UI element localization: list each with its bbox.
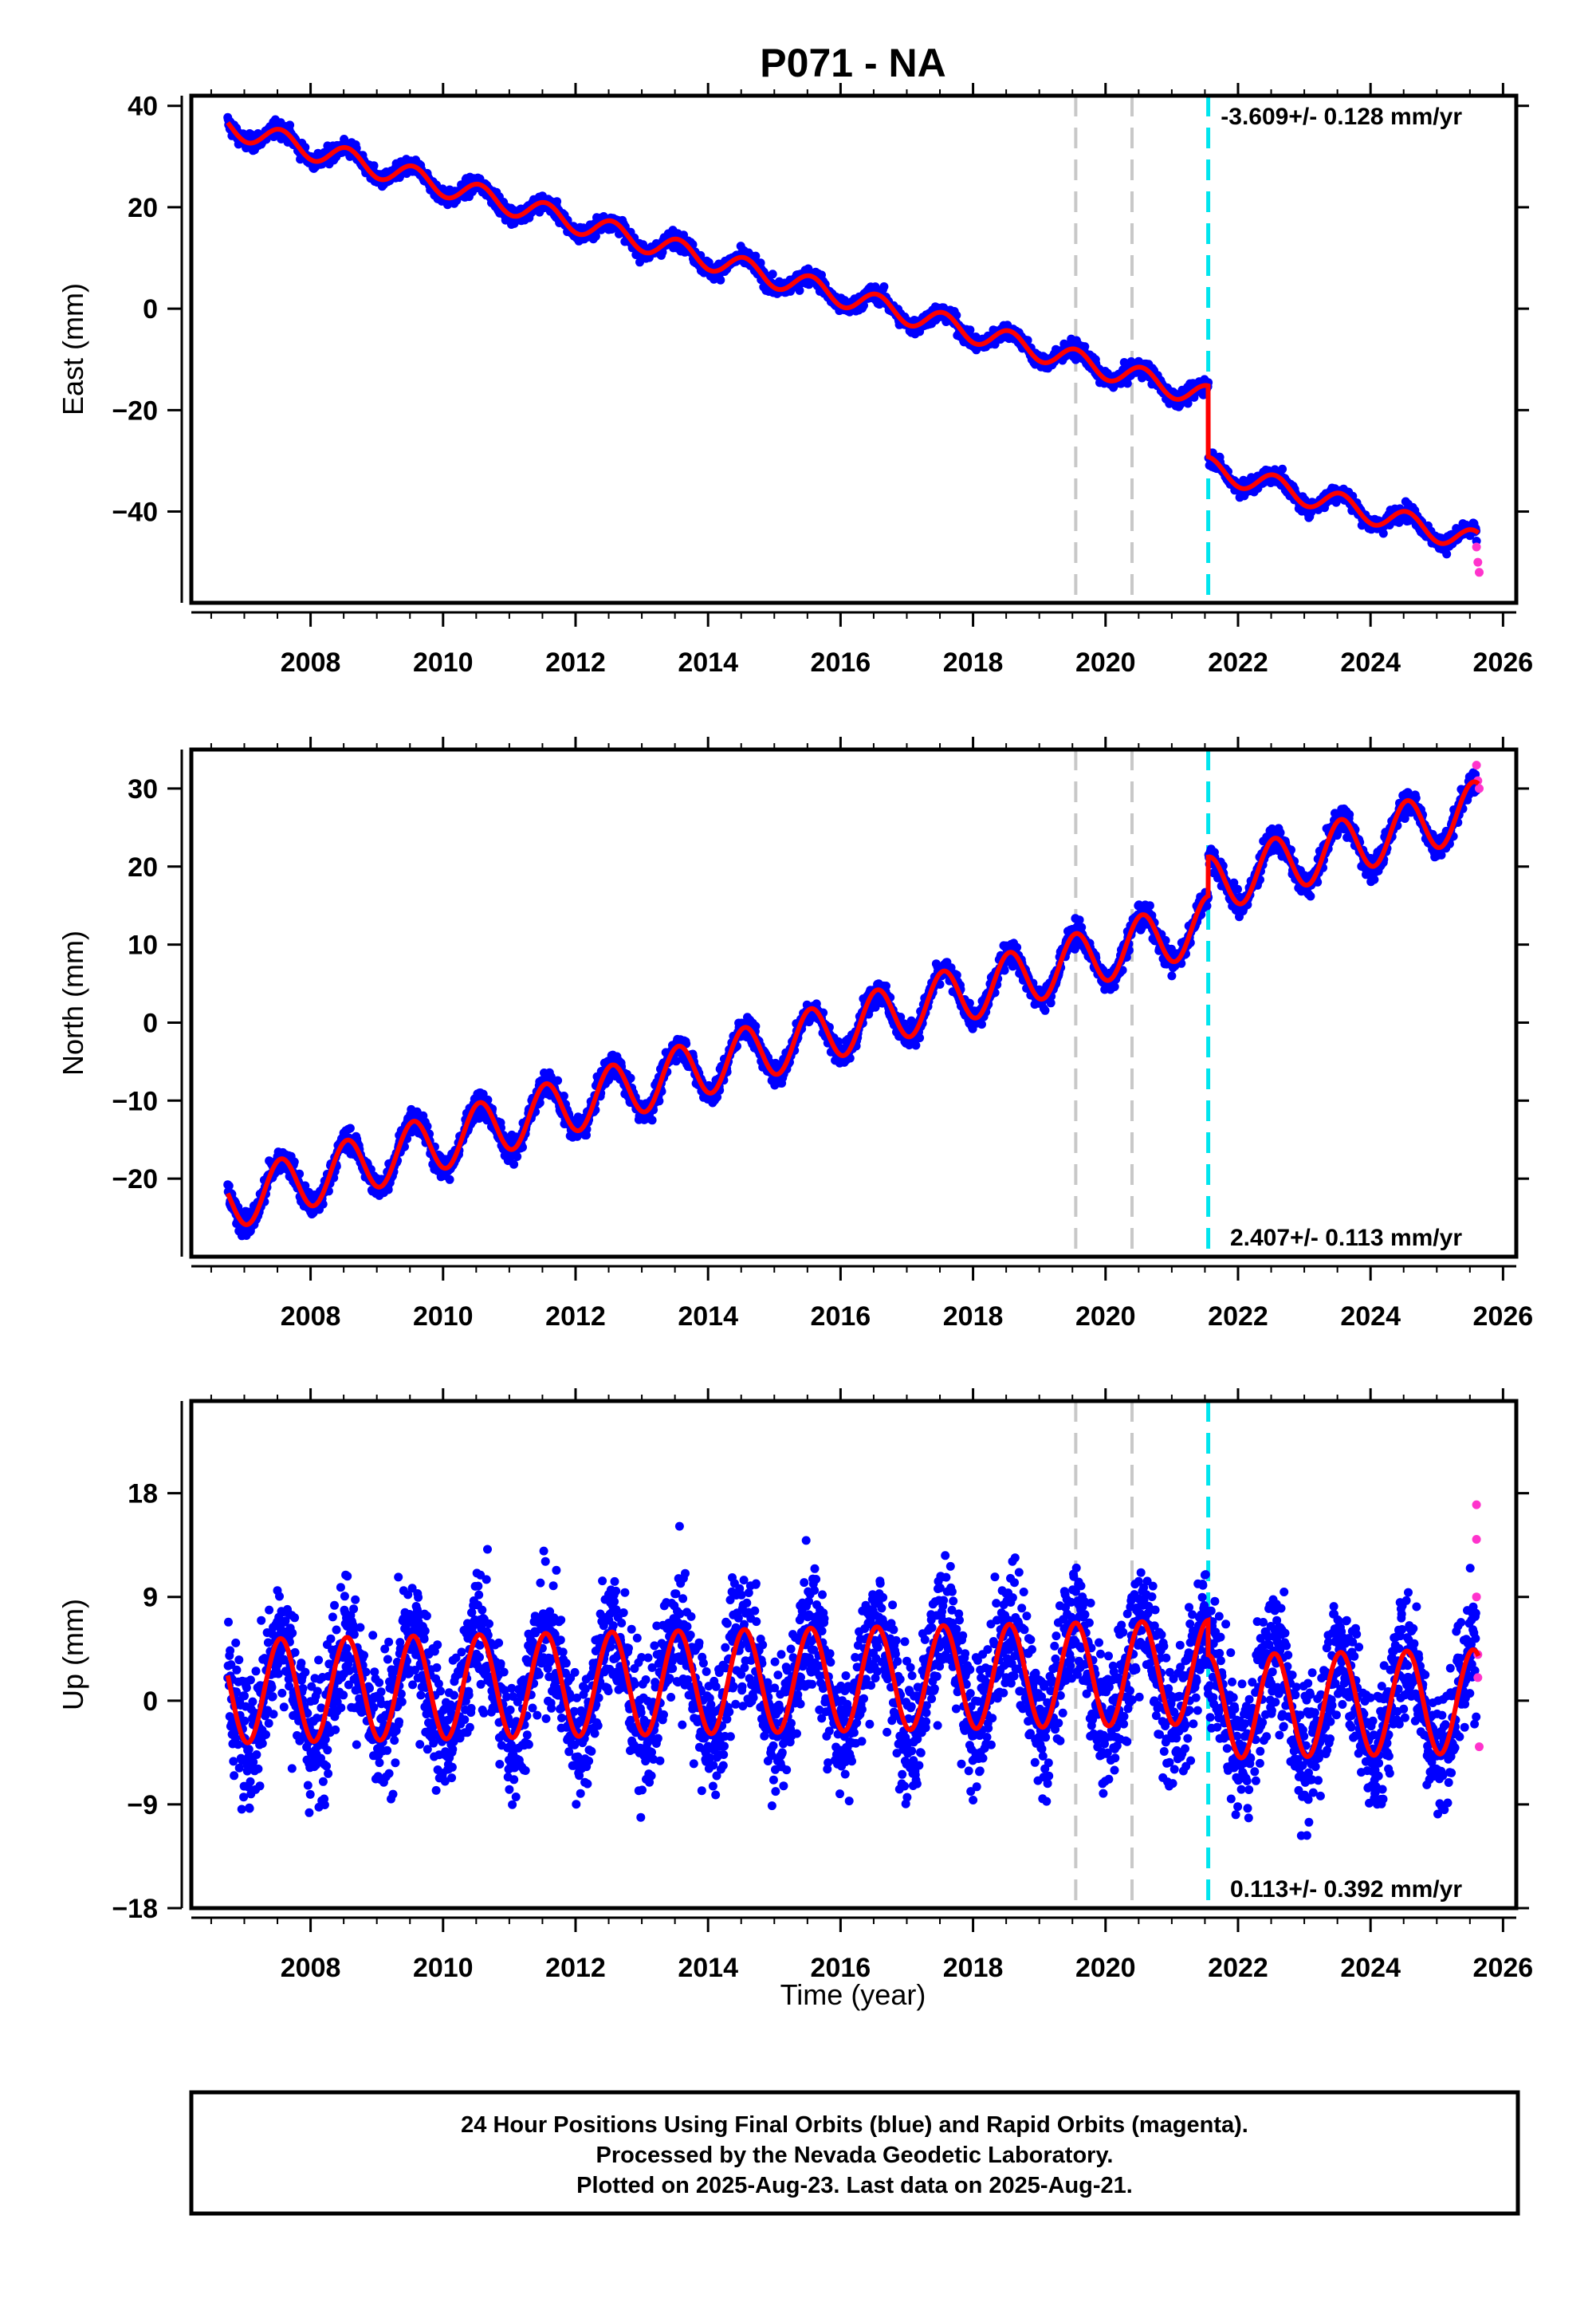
rapid-orbit-point bbox=[1473, 557, 1483, 567]
final-orbit-point bbox=[977, 1020, 986, 1029]
final-orbit-point bbox=[751, 251, 761, 261]
final-orbit-point bbox=[369, 161, 379, 171]
east-y-axis-label: East (mm) bbox=[57, 283, 89, 415]
east-rate-label: -3.609+/- 0.128 mm/yr bbox=[1221, 104, 1462, 130]
rapid-orbit-point bbox=[1472, 542, 1481, 552]
final-orbit-point bbox=[552, 197, 562, 207]
final-orbit-point bbox=[716, 275, 725, 285]
final-orbit-point bbox=[345, 1124, 355, 1133]
y-tick-label: −20 bbox=[112, 396, 158, 426]
y-tick-label: 0 bbox=[143, 294, 158, 325]
x-tick-label: 2018 bbox=[943, 647, 1004, 678]
final-orbit-point bbox=[768, 270, 777, 279]
x-tick-label: 2010 bbox=[413, 647, 474, 678]
final-orbit-point bbox=[1080, 342, 1090, 352]
final-orbit-point bbox=[952, 310, 961, 320]
x-tick-label: 2024 bbox=[1340, 647, 1401, 678]
final-orbit-point bbox=[859, 301, 868, 310]
final-orbit-point bbox=[553, 1076, 563, 1085]
x-tick-label: 2014 bbox=[678, 647, 738, 678]
final-orbit-point bbox=[795, 285, 804, 295]
east-panel: 2008 2010 2012 2014 2016 2018 2020 2022 2024 2026… bbox=[57, 83, 1533, 678]
final-orbit-point bbox=[911, 1041, 921, 1050]
y-tick-label: 20 bbox=[128, 193, 158, 223]
final-orbit-point bbox=[445, 1175, 454, 1184]
final-orbit-point bbox=[513, 1152, 522, 1161]
rapid-orbit-point bbox=[1475, 568, 1484, 577]
final-orbit-point bbox=[285, 120, 295, 130]
y-tick-label: −40 bbox=[112, 498, 158, 528]
x-tick-label: 2016 bbox=[811, 647, 871, 678]
x-tick-label: 2008 bbox=[281, 647, 341, 678]
final-orbit-point bbox=[1278, 464, 1287, 474]
final-orbit-point bbox=[224, 1181, 234, 1190]
final-orbit-point bbox=[915, 1033, 925, 1043]
figure-title: P071 - NA bbox=[760, 41, 945, 85]
final-orbit-point bbox=[882, 982, 890, 990]
x-tick-label: 2022 bbox=[1208, 647, 1268, 678]
y-tick-label: 40 bbox=[128, 92, 158, 122]
final-orbit-point bbox=[509, 1159, 519, 1169]
final-orbit-point bbox=[879, 282, 889, 291]
x-tick-label: 2026 bbox=[1473, 647, 1534, 678]
x-tick-label: 2020 bbox=[1075, 647, 1136, 678]
final-orbit-point bbox=[965, 325, 975, 335]
final-orbit-point bbox=[647, 1116, 657, 1125]
final-orbit-point bbox=[1442, 549, 1452, 559]
east-event-lines bbox=[1074, 96, 1211, 603]
x-tick-label: 2012 bbox=[545, 647, 606, 678]
